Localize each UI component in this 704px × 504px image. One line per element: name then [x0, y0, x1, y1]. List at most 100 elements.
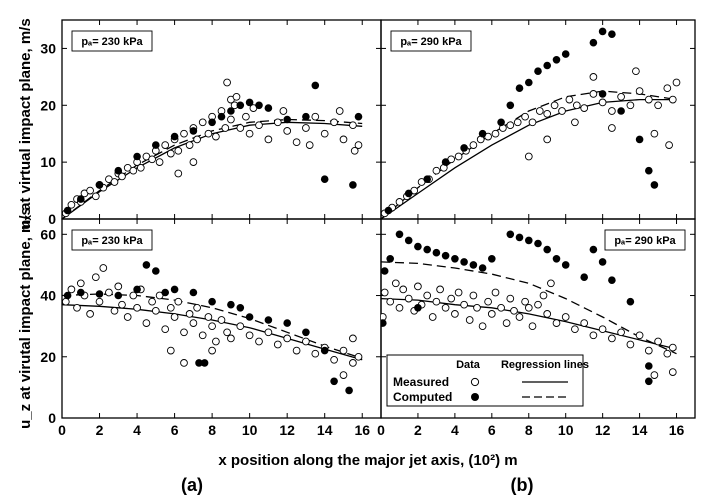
panel-2-measured-point	[454, 152, 463, 161]
panel-2-measured-point	[589, 73, 598, 81]
panel-2-computed-point	[460, 144, 468, 152]
panel-3-measured-point	[166, 303, 175, 312]
panel-2-computed-point	[617, 107, 625, 115]
panel-3-measured-point	[264, 328, 273, 337]
panel-3-measured-point	[91, 273, 100, 282]
panel-3-xtick-label: 6	[171, 422, 179, 438]
panel-2-measured-point	[543, 109, 552, 118]
panel-3-marks: pₐ= 230 kPa	[62, 229, 363, 395]
panel-2-computed-point	[384, 206, 393, 215]
panel-3-xtick-label: 8	[208, 422, 216, 438]
panel-4-measured-point	[635, 331, 644, 340]
panel-3-measured-point	[283, 334, 292, 343]
panel-3-measured-point	[311, 349, 320, 358]
panel-3-measured-point	[166, 346, 175, 355]
panel-3-xtick-label: 14	[317, 422, 333, 438]
panel-2-computed-point	[506, 101, 515, 110]
panel-4-computed-point	[423, 245, 432, 254]
panel-3-computed-point	[200, 359, 209, 367]
panel-4-measured-point	[539, 291, 548, 300]
panel-3-xtick-label: 10	[242, 422, 258, 438]
panel-2-measured-point	[672, 78, 681, 87]
panel-4-computed-point	[451, 254, 459, 263]
panel-4-computed-point	[543, 245, 551, 254]
panel-1-measured-point	[212, 132, 220, 141]
panel-3-measured-point	[204, 313, 213, 321]
panel-3-measured-point	[133, 303, 141, 312]
panel-4-measured-point	[552, 319, 561, 327]
panel-4-measured-point	[547, 279, 555, 288]
panel-4-measured-point	[441, 303, 450, 312]
panel-4-marks: pₐ= 290 kPa	[381, 229, 686, 386]
panel-1-measured-point	[189, 158, 198, 166]
panel-4-measured-point	[654, 337, 662, 346]
panel-3-ytick-label: 0	[48, 410, 56, 426]
panel-1-measured-point	[110, 178, 119, 186]
panel-4-computed-point	[441, 251, 450, 260]
panel-1-measured-point	[204, 129, 213, 138]
panel-2-measured-point	[598, 98, 607, 107]
panel-4-measured-point	[650, 371, 659, 379]
panel-4-measured-point	[460, 300, 468, 309]
panel-1-computed-point	[227, 107, 235, 115]
panel-3-measured-point	[174, 297, 183, 306]
panel-1-measured-point	[223, 78, 231, 87]
panel-4-measured-point	[428, 313, 437, 321]
panel-2-computed-point	[645, 166, 653, 175]
panel-2-computed-point	[441, 158, 450, 166]
panel-3-measured-point	[349, 359, 357, 367]
panel-4-computed-point	[525, 236, 533, 245]
panel-2-measured-point	[521, 112, 529, 121]
panel-3-measured-point	[129, 291, 138, 300]
panel-3-xtick-label: 2	[96, 422, 104, 438]
panel-3-measured-point	[151, 306, 160, 315]
panel-3-measured-point	[255, 337, 263, 346]
panel-1-marks: pₐ= 230 kPa	[62, 30, 363, 219]
panel-4-measured-point	[469, 291, 478, 300]
panel-3-measured-point	[292, 346, 301, 355]
panel-3-measured-point	[180, 359, 188, 367]
panel-1-computed-point	[264, 104, 273, 112]
panel-4-computed-point	[645, 362, 653, 370]
panel-1-ytick-label: 10	[40, 154, 56, 170]
panel-2-computed-point	[534, 67, 542, 75]
panel-3-measured-point	[236, 322, 245, 331]
panel-3-measured-point	[223, 328, 231, 337]
panel-4-measured-point	[571, 325, 579, 334]
panel-1-measured-point	[283, 127, 292, 135]
panel-4-computed-point	[580, 273, 588, 282]
panel-3-measured-point	[198, 331, 207, 340]
x-axis-label: x position along the major jet axis, (10…	[218, 452, 517, 469]
panel-4-measured-point	[487, 310, 496, 318]
panel-4-measured-point	[484, 297, 492, 306]
panel-2-measured-point	[668, 95, 677, 104]
panel-1-measured-point	[255, 121, 263, 130]
panel-1-measured-point	[86, 186, 94, 195]
panel-1-measured-point	[198, 118, 207, 127]
panel-3-measured-point	[67, 285, 76, 294]
panel-1-computed-point	[354, 112, 363, 121]
panel-3-computed-point	[302, 328, 310, 337]
panel-2-measured-point	[589, 90, 598, 98]
panel-4-computed-point	[414, 304, 422, 312]
panel-3-measured-point	[86, 310, 94, 318]
legend-header-lines: Regression lines	[501, 359, 589, 371]
panel-4-measured-point	[451, 310, 459, 318]
panel-1-measured-point	[354, 141, 363, 149]
panel-4-computed-point	[432, 248, 441, 257]
panel-1-measured-point	[350, 146, 359, 155]
panel-1-computed-point	[152, 141, 160, 149]
panel-2-computed-point	[552, 56, 561, 64]
panel-2-measured-point	[535, 107, 544, 115]
panel-1-measured-point	[330, 118, 338, 127]
panel-2-measured-point	[395, 198, 404, 206]
panel-4-measured-point	[414, 282, 422, 291]
y-axis-label-bottom: u_z at virutal impact plane, m/s	[17, 207, 34, 429]
panel-4-regression-computed	[381, 261, 677, 355]
panel-3-xtick-label: 12	[279, 422, 295, 438]
panel-4-measured-point	[386, 297, 395, 306]
panel-1-measured-point	[161, 141, 170, 149]
panel-2-measured-point	[513, 118, 522, 127]
